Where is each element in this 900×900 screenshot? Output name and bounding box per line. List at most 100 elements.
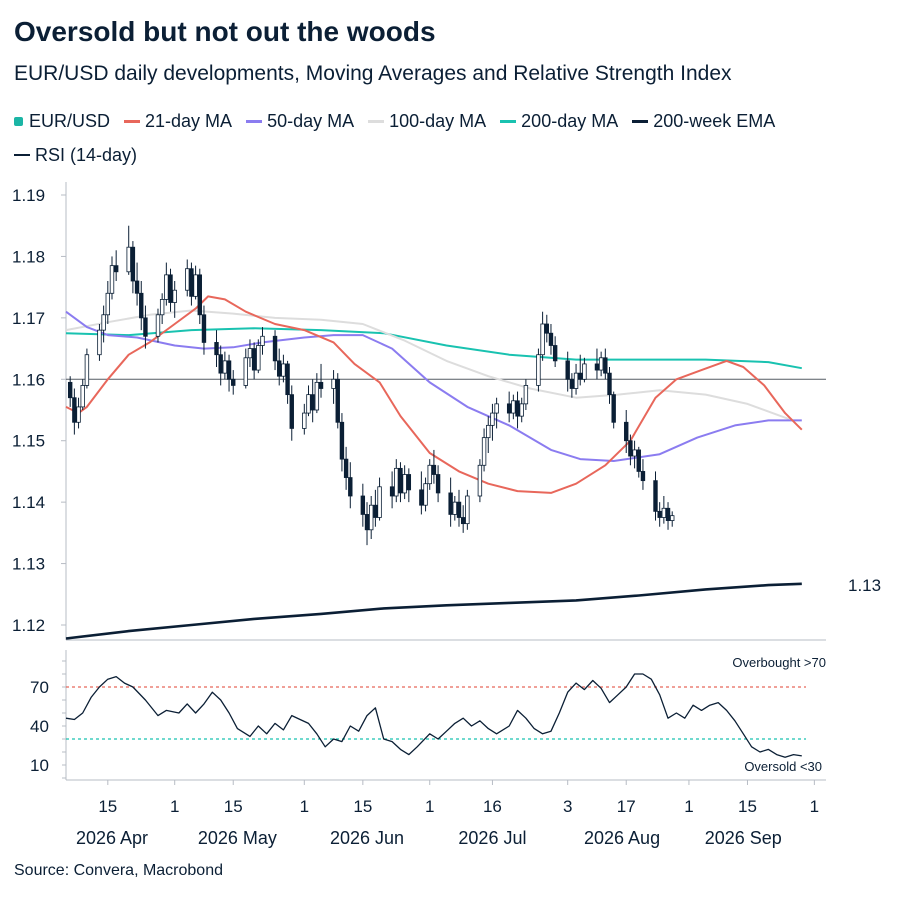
candle-body [256, 345, 261, 371]
candle-body [569, 378, 575, 389]
candle-body [540, 323, 545, 356]
candle-body [343, 458, 349, 478]
price-y-tick-label: 1.12 [12, 616, 45, 635]
legend-label-rsi: RSI (14-day) [35, 144, 138, 165]
price-y-tick-label: 1.16 [12, 370, 45, 389]
candle-body [519, 403, 524, 417]
x-tick-label: 16 [483, 797, 502, 816]
candle-body [72, 397, 77, 423]
candle-body [448, 492, 453, 515]
legend-label-200-week-ema: 200-week EMA [653, 110, 776, 131]
candle-body [368, 504, 374, 531]
candle-body [97, 329, 102, 356]
candle-body [661, 507, 667, 518]
candle-body [607, 372, 612, 396]
candle-body [598, 357, 604, 371]
candle-body [168, 274, 173, 303]
legend-swatch-200-day-ma [500, 119, 517, 123]
price-y-tick-label: 1.15 [12, 432, 45, 451]
candle-body [373, 504, 378, 518]
candle-body [377, 486, 382, 518]
candle-body [594, 363, 600, 371]
legend-item-eurusd: EUR/USD [14, 111, 110, 132]
x-tick-label: 15 [738, 797, 757, 816]
candle-body [251, 348, 257, 371]
candle-body [130, 246, 136, 282]
candle-body [665, 507, 671, 521]
candle-body [452, 501, 458, 515]
legend-label-50-day-ma: 50-day MA [267, 110, 355, 131]
rsi-y-tick-label: 40 [30, 717, 49, 736]
candle-body [657, 510, 662, 518]
candle-body [611, 394, 616, 423]
legend-swatch-rsi [14, 154, 30, 156]
candle-body [314, 381, 320, 411]
price-y-tick-label: 1.17 [12, 309, 45, 328]
candle-body [423, 483, 428, 506]
x-tick-label: 1 [170, 797, 179, 816]
candle-body [494, 403, 499, 414]
candle-body [67, 381, 73, 399]
candle-body [272, 335, 278, 362]
rsi-y-tick-label: 10 [30, 756, 49, 775]
candle-body [398, 467, 403, 494]
rsi-line [65, 673, 802, 758]
candle-body [335, 378, 340, 423]
x-tick-label: 3 [563, 797, 572, 816]
candle-body [159, 299, 165, 316]
legend-item-100-day-ma: 100-day MA [368, 111, 486, 132]
candle-body [189, 268, 194, 297]
candle-body [435, 474, 441, 494]
candle-body [126, 246, 131, 273]
legend: EUR/USD 21-day MA 50-day MA 100-day MA 2… [14, 104, 894, 172]
candle-body [226, 360, 232, 380]
x-tick-label: 1 [684, 797, 693, 816]
candle-body [101, 314, 106, 331]
candle-body [243, 357, 248, 386]
candle-body [231, 378, 236, 386]
candle-body [285, 363, 290, 396]
price-y-tick-label: 1.19 [12, 186, 45, 205]
candle-body [260, 335, 265, 346]
candle-body [636, 449, 641, 472]
candle-body [197, 274, 202, 316]
candle-body [431, 464, 437, 475]
x-month-label: 2026 Sep [705, 828, 782, 848]
candle-body [603, 357, 608, 374]
legend-swatch-100-day-ma [368, 119, 385, 123]
candle-body [394, 467, 399, 497]
candle-body [84, 354, 90, 386]
series-line-50-day-ma [65, 310, 802, 462]
x-month-label: 2026 Apr [76, 828, 148, 848]
candle-body [331, 378, 336, 389]
candle-body [172, 289, 177, 303]
rsi-y-tick-label: 70 [30, 678, 49, 697]
chart-title: Oversold but not out the woods [14, 16, 436, 47]
candle-body [201, 314, 207, 343]
x-tick-label: 15 [353, 797, 372, 816]
x-month-label: 2026 Aug [584, 828, 660, 848]
series-line-100-day-ma [65, 309, 790, 421]
candle-body [302, 412, 307, 429]
x-tick-label: 15 [98, 797, 117, 816]
candle-body [544, 323, 549, 334]
candle-body [640, 471, 646, 482]
candle-body [143, 317, 148, 337]
oversold-label: Oversold <30 [744, 759, 822, 774]
candle-body [477, 464, 483, 497]
candle-body [105, 292, 111, 316]
legend-row-2: RSI (14-day) [14, 138, 894, 172]
price-y-tick-label: 1.13 [12, 555, 45, 574]
candle-body [523, 385, 529, 405]
x-tick-label: 1 [300, 797, 309, 816]
candle-body [113, 265, 119, 273]
candle-body [364, 514, 370, 531]
candle-body [490, 412, 495, 426]
legend-swatch-200-week-ema [632, 119, 649, 123]
x-month-label: 2026 Jul [458, 828, 526, 848]
candle-body [552, 345, 558, 362]
candle-body [506, 403, 512, 414]
x-month-label: 2026 Jun [330, 828, 404, 848]
candle-body [548, 332, 554, 346]
candle-body [389, 486, 395, 497]
